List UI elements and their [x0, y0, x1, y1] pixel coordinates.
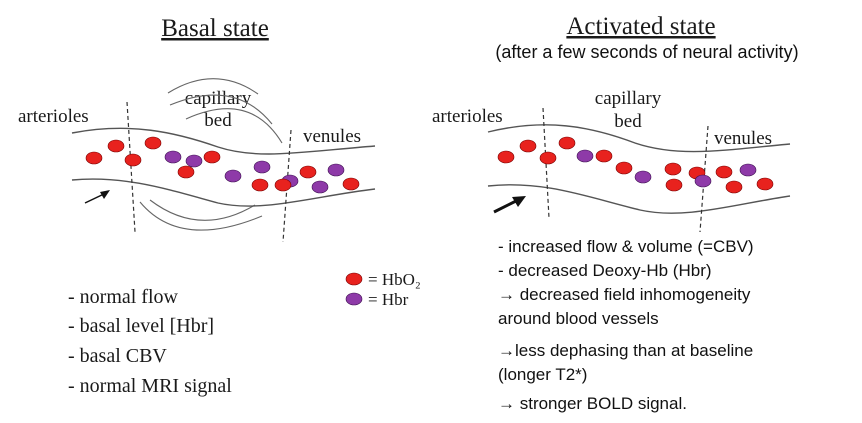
hbo2-cell — [497, 150, 515, 164]
activated-bed-label: bed — [614, 111, 642, 132]
hbo2-cell — [715, 165, 733, 179]
legend: = HbO₂ = Hbr — [345, 270, 421, 309]
hbo2-cell — [665, 178, 683, 192]
basal-venules-label: venules — [303, 126, 361, 147]
activated-cells — [497, 136, 774, 194]
hbo2-cell — [756, 177, 774, 191]
basal-vessel-bottom-wall — [71, 178, 376, 207]
hbr-cell — [164, 150, 182, 164]
activated-note: → stronger BOLD signal. — [498, 394, 687, 413]
basal-capillary-arc — [149, 199, 256, 221]
basal-capillary-arc — [185, 108, 283, 144]
basal-panel: Basal state arterioles capillary bed ven… — [18, 15, 376, 397]
activated-subtitle: (after a few seconds of neural activity) — [495, 42, 798, 62]
basal-notes: - normal flow - basal level [Hbr] - basa… — [68, 286, 232, 397]
activated-venule-boundary — [699, 125, 709, 233]
hbo2-cell — [519, 139, 537, 153]
activated-notes: - increased flow & volume (=CBV) - decre… — [498, 237, 754, 413]
hbo2-cell — [107, 139, 125, 153]
activated-note: (longer T2*) — [498, 365, 587, 384]
hbo2-cell — [342, 177, 360, 191]
hbo2-cell — [558, 136, 576, 150]
basal-note: - normal MRI signal — [68, 375, 232, 397]
hbo2-cell — [595, 149, 613, 163]
basal-capillary-label: capillary — [185, 88, 252, 109]
activated-vessel-bottom-wall — [487, 184, 791, 214]
activated-flow-arrowhead — [512, 196, 526, 207]
activated-note: - increased flow & volume (=CBV) — [498, 237, 754, 256]
hbo2-cell — [251, 178, 269, 192]
activated-capillary-label: capillary — [595, 88, 662, 109]
basal-title: Basal state — [161, 15, 269, 42]
legend-hbo2-swatch — [345, 272, 363, 286]
basal-note: - basal CBV — [68, 345, 167, 367]
hbr-cell — [327, 163, 345, 177]
basal-capillary-arc — [139, 201, 263, 231]
basal-arteriole-boundary — [126, 101, 136, 233]
hbo2-cell — [725, 180, 743, 194]
hbo2-cell — [615, 161, 633, 175]
basal-vessel-top-wall — [71, 127, 376, 155]
hbo2-cell — [664, 162, 682, 176]
activated-flow-arrow — [493, 198, 519, 214]
basal-note: - basal level [Hbr] — [68, 315, 214, 337]
basal-bed-label: bed — [204, 110, 232, 131]
hbo2-cell — [124, 153, 142, 167]
hbr-cell — [576, 149, 594, 163]
basal-flow-arrowhead — [100, 190, 110, 199]
basal-capillary-arc — [167, 78, 259, 95]
hbr-cell — [311, 180, 329, 194]
activated-title: Activated state — [566, 13, 715, 40]
hbo2-cell — [177, 165, 195, 179]
activated-note: - decreased Deoxy-Hb (Hbr) — [498, 261, 712, 280]
activated-note: around blood vessels — [498, 309, 659, 328]
hbo2-cell — [144, 136, 162, 150]
legend-hbr-label: = Hbr — [368, 290, 409, 309]
legend-hbr-swatch — [345, 292, 363, 306]
hbo2-cell — [274, 178, 292, 192]
legend-hbo2-label: = HbO₂ — [368, 270, 421, 289]
hbo2-cell — [85, 151, 103, 165]
basal-capillary-arc — [169, 94, 273, 125]
activated-vessel-top-wall — [487, 124, 791, 153]
basal-arterioles-label: arterioles — [18, 106, 89, 127]
hbr-cell — [224, 169, 242, 183]
basal-cells — [85, 136, 360, 194]
hbr-cell — [694, 174, 712, 188]
activated-note: → decreased field inhomogeneity — [498, 285, 751, 304]
hbr-cell — [739, 163, 757, 177]
basal-note: - normal flow — [68, 286, 179, 308]
activated-note: →less dephasing than at baseline — [498, 341, 753, 360]
hbr-cell — [253, 160, 271, 174]
activated-arteriole-boundary — [542, 107, 550, 219]
activated-panel: Activated state (after a few seconds of … — [432, 13, 799, 413]
hbo2-cell — [539, 151, 557, 165]
activated-arterioles-label: arterioles — [432, 106, 503, 127]
activated-venules-label: venules — [714, 128, 772, 149]
hbo2-cell — [299, 165, 317, 179]
hbr-cell — [185, 154, 203, 168]
hbr-cell — [634, 170, 652, 184]
hbo2-cell — [203, 150, 221, 164]
